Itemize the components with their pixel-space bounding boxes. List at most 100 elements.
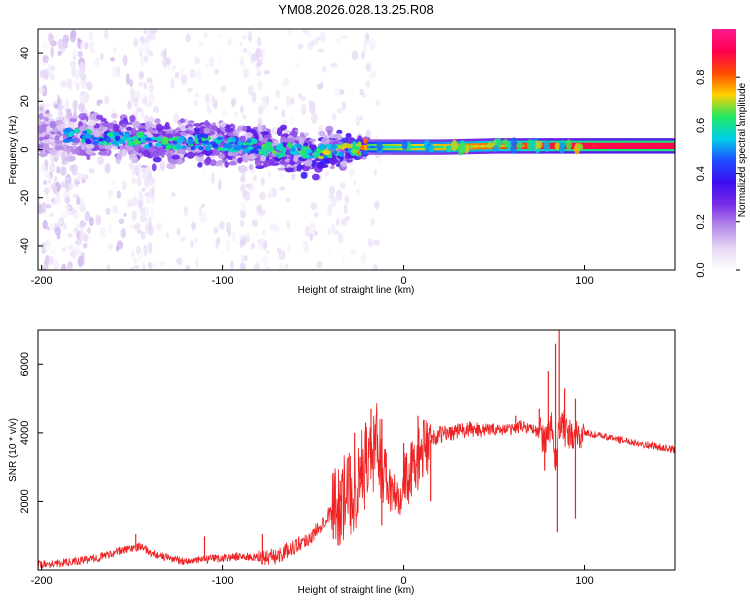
spectrogram-noise-blob [250,53,255,64]
spectrogram-noise-blob [50,198,56,203]
spectrogram-signal-blob [171,154,181,160]
spectrogram-signal-blob [43,143,50,151]
spectrogram-noise-blob [150,205,155,218]
spectrogram-noise-blob [143,206,150,217]
spectrogram-noise-blob [129,79,134,88]
spectrogram-core-blob [357,141,362,148]
spectrogram-noise-blob [365,62,372,72]
spectrogram-noise-blob [301,103,307,116]
snr-plot-area [38,330,675,569]
spectrogram-noise-blob [79,62,84,74]
spectrogram-noise-blob [198,206,202,216]
spectrogram-noise-blob [65,78,71,88]
spectrogram-noise-blob [239,42,243,47]
spectrogram-x-axis: -200 -100 0 100 [31,265,594,287]
spectrogram-core-blob [198,138,203,143]
spectrogram-y-tick-label: -40 [19,238,31,254]
spectrogram-noise-blob [217,33,225,39]
spectrogram-ridge-cell [644,144,648,148]
spectrogram-noise-blob [111,66,118,78]
spectrogram-noise-blob [71,66,76,78]
spectrogram-noise-blob [185,264,191,270]
spectrogram-noise-blob [52,184,58,195]
spectrogram-noise-blob [363,39,369,46]
spectrogram-noise-blob [42,54,49,64]
spectrogram-noise-blob [205,63,210,69]
spectrogram-signal-blob [283,129,291,134]
spectrogram-noise-blob [67,182,74,191]
spectrogram-noise-blob [143,166,151,174]
spectrogram-signal-blob [303,142,309,147]
spectrogram-core-blob [132,135,137,141]
spectrogram-signal-blob [336,129,343,135]
spectrogram-ridge-cell [641,144,645,148]
spectrogram-noise-blob [240,183,246,194]
spectrogram-noise-blob [340,218,348,226]
spectrogram-noise-blob [258,238,266,243]
spectrogram-core-blob [332,150,338,155]
spectrogram-noise-blob [133,264,140,270]
spectrogram-signal-blob [66,122,72,127]
spectrogram-signal-blob [97,151,108,156]
spectrogram-noise-blob [69,30,77,43]
spectrogram-noise-blob [324,170,330,177]
spectrogram-noise-blob [257,104,264,116]
colorbar-tick-label: 0.8 [695,70,707,85]
spectrogram-band-bump [376,140,383,152]
spectrogram-noise-blob [80,73,87,81]
spectrogram-signal-blob [140,164,148,169]
spectrogram-ridge-cell [473,145,477,148]
spectrogram-core-blob [84,132,91,139]
spectrogram-ridge-cell [410,145,414,149]
spectrogram-noise-blob [45,173,52,179]
spectrogram-noise-blob [148,29,153,38]
spectrogram-signal-blob [54,119,64,125]
spectrogram-core-blob [177,137,184,144]
spectrogram-noise-blob [130,92,134,103]
spectrogram-noise-blob [44,102,51,108]
spectrogram-noise-blob [301,29,308,34]
spectrogram-core-blob [154,142,162,147]
spectrogram-signal-blob [197,162,203,168]
spectrogram-noise-blob [84,91,90,102]
spectrogram-band-bump [577,143,584,151]
spectrogram-signal-blob [242,154,250,163]
colorbar-gradient [712,29,736,270]
spectrogram-signal-blob [86,143,95,149]
spectrogram-noise-blob [143,55,149,63]
spectrogram-signal-blob [270,162,280,166]
spectrogram-signal-blob [204,157,211,166]
spectrogram-noise-blob [240,105,244,114]
spectrogram-noise-blob [64,196,71,205]
spectrogram-ridge-cell [671,144,675,148]
spectrogram-noise-blob [54,194,61,205]
spectrogram-noise-blob [159,160,166,172]
spectrogram-noise-blob [89,216,94,227]
spectrogram-signal-blob [125,145,131,151]
spectrogram-noise-blob [60,80,67,88]
spectrogram-noise-blob [69,61,77,68]
spectrogram-ridge-cell [416,145,420,149]
spectrogram-noise-blob [220,85,227,93]
spectrogram-noise-blob [218,220,225,230]
spectrogram-noise-blob [44,246,50,251]
spectrogram-noise-blob [90,49,95,54]
spectrogram-noise-blob [165,63,171,71]
spectrogram-noise-blob [328,249,332,256]
spectrogram-noise-blob [282,77,290,87]
spectrogram-signal-blob [218,153,226,160]
spectrogram-noise-blob [78,102,86,113]
spectrogram-signal-blob [357,135,362,143]
spectrogram-noise-blob [68,266,74,270]
spectrogram-noise-blob [176,227,181,237]
spectrogram-core-blob [82,130,88,134]
colorbar-tick-label: 0.2 [695,214,707,229]
spectrogram-noise-blob [79,91,86,104]
spectrogram-band-bump [502,139,509,147]
spectrogram-noise-blob [172,112,180,124]
spectrogram-signal-blob [321,137,331,145]
spectrogram-signal-blob [260,155,267,162]
spectrogram-core-blob [62,138,71,143]
spectrogram-signal-blob [203,127,211,135]
spectrogram-signal-blob [224,127,234,133]
